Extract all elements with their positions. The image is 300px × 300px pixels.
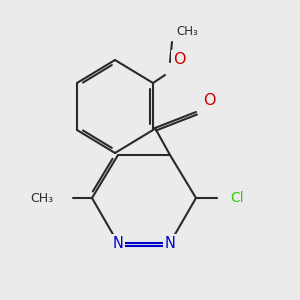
Text: Cl: Cl bbox=[230, 191, 244, 205]
Text: N: N bbox=[112, 236, 123, 250]
Text: O: O bbox=[203, 93, 215, 108]
Text: CH₃: CH₃ bbox=[30, 191, 53, 205]
Text: N: N bbox=[165, 236, 176, 250]
Text: O: O bbox=[173, 52, 185, 67]
Text: CH₃: CH₃ bbox=[176, 25, 198, 38]
